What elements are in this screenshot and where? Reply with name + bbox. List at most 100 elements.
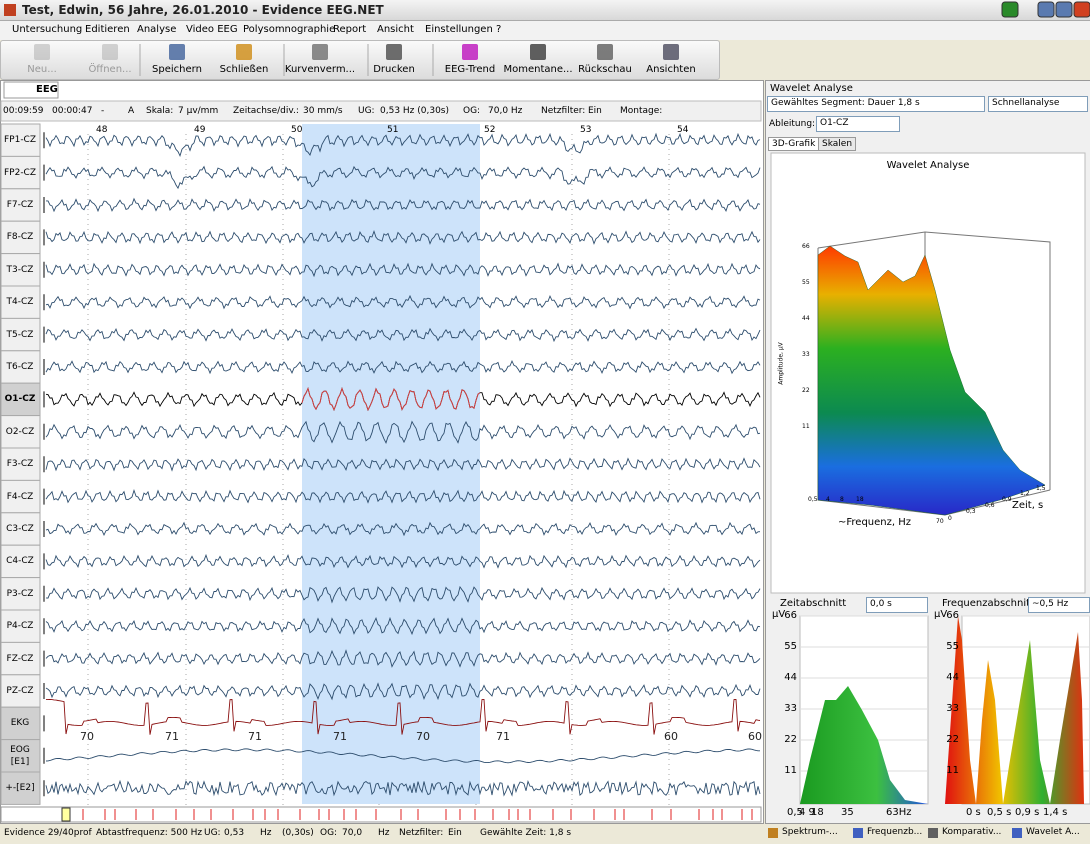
freq-tick: 18	[856, 496, 864, 503]
app-icon	[4, 4, 16, 16]
channel-label[interactable]: EOG [E1]	[10, 744, 30, 767]
eeg-trace	[45, 327, 761, 343]
channel-label-box	[0, 771, 41, 805]
control-item[interactable]: 00:00:47	[52, 106, 93, 116]
channel-label[interactable]: F4-CZ	[6, 491, 34, 502]
toolbar-button[interactable]: Drucken	[373, 64, 415, 75]
channel-label[interactable]: FZ-CZ	[6, 653, 34, 664]
channel-label[interactable]: T6-CZ	[6, 362, 34, 372]
control-item[interactable]: UG:	[358, 106, 375, 116]
channel-label-box	[0, 155, 41, 190]
menu-item[interactable]: Editieren	[85, 24, 130, 35]
channel-label-box	[0, 188, 41, 222]
toolbar-button[interactable]: Öffnen...	[88, 64, 132, 75]
toolbar-icon	[312, 44, 328, 60]
menu-item[interactable]: Untersuchung	[12, 24, 83, 35]
unit-label: µV	[934, 609, 948, 620]
bottom-tab-icon	[1012, 828, 1022, 838]
control-item[interactable]: 7 µv/mm	[178, 106, 219, 116]
section-select[interactable]: ~0,5 Hz	[1028, 597, 1090, 613]
bottom-tab[interactable]: Spektrum-...	[782, 827, 838, 837]
toolbar-button[interactable]: Neu...	[27, 64, 57, 75]
mode-select[interactable]: Schnellanalyse	[988, 96, 1088, 112]
control-item: 00:09:59	[3, 106, 44, 116]
heart-rate: 70	[416, 730, 430, 743]
tab-label: EEG	[36, 84, 58, 95]
panel-tab[interactable]: 3D-Grafik	[768, 137, 820, 151]
menu-item[interactable]: Report	[333, 24, 367, 35]
eeg-trace-selected	[301, 387, 481, 412]
channel-label[interactable]: C3-CZ	[6, 524, 34, 534]
menu-item[interactable]: Video EEG	[186, 24, 238, 35]
eeg-trace	[45, 262, 761, 278]
eeg-trace	[45, 682, 761, 701]
channel-label[interactable]: O2-CZ	[5, 426, 35, 437]
control-item[interactable]: A	[128, 106, 135, 116]
bottom-tab[interactable]: Wavelet A...	[1026, 827, 1080, 837]
menu-item[interactable]: ?	[496, 24, 502, 35]
menu-item[interactable]: Ansicht	[377, 24, 414, 35]
toolbar-button[interactable]: EEG-Trend	[444, 64, 496, 75]
toolbar-button[interactable]: Momentane...	[503, 64, 573, 75]
menu-item[interactable]: Einstellungen	[425, 24, 493, 35]
channel-label[interactable]: T4-CZ	[6, 297, 34, 308]
toolbar-button[interactable]: Kurvenverm...	[284, 64, 356, 75]
control-item[interactable]: 0,53 Hz (0,30s)	[380, 106, 450, 116]
channel-label[interactable]: FP2-CZ	[3, 167, 37, 178]
eeg-trace	[45, 165, 761, 190]
y-tick: 22	[946, 734, 959, 745]
channel-label[interactable]: O1-CZ	[4, 394, 36, 405]
control-item[interactable]: -	[101, 106, 105, 116]
section-select[interactable]: 0,0 s	[866, 597, 928, 613]
control-item[interactable]: OG:	[463, 106, 481, 116]
toolbar-button[interactable]: Rückschau	[578, 64, 632, 75]
control-item[interactable]: 70,0 Hz	[488, 106, 523, 116]
toolbar-icon	[462, 44, 478, 60]
channel-label[interactable]: +-[E2]	[5, 783, 35, 794]
amplitude-curve	[945, 616, 1084, 804]
channel-label[interactable]: FP1-CZ	[3, 135, 37, 146]
menu-item[interactable]: Analyse	[137, 24, 177, 35]
status-item: Ein	[448, 828, 462, 838]
bottom-tab-icon	[928, 828, 938, 838]
bottom-tab[interactable]: Frequenzb...	[867, 827, 923, 837]
second-label: 51	[387, 125, 399, 135]
channel-label[interactable]: EKG	[10, 718, 30, 729]
channel-label[interactable]: P4-CZ	[6, 621, 34, 632]
toolbar-button[interactable]: Schließen	[219, 64, 269, 75]
channel-label[interactable]: P3-CZ	[6, 588, 34, 599]
control-item[interactable]: Netzfilter:	[541, 106, 586, 116]
panel-tab[interactable]: Skalen	[818, 137, 857, 151]
channel-label[interactable]: T5-CZ	[6, 329, 34, 340]
channel-label[interactable]: F3-CZ	[6, 459, 34, 470]
eeg-trace	[45, 294, 761, 310]
status-item: Gewählte Zeit: 1,8 s	[480, 828, 572, 838]
bottom-tab[interactable]: Komparativ...	[942, 827, 1002, 837]
selection	[302, 124, 480, 804]
toolbar-button[interactable]: Ansichten	[646, 64, 696, 75]
toolbar-button[interactable]: Speichern	[152, 64, 202, 75]
toolbar-icon	[386, 44, 402, 60]
channel-label[interactable]: F7-CZ	[6, 200, 34, 210]
control-item[interactable]: 30 mm/s	[303, 106, 343, 116]
lead-select[interactable]: O1-CZ	[816, 116, 900, 132]
control-item[interactable]: Zeitachse/div.:	[233, 106, 299, 116]
channel-label[interactable]: C4-CZ	[6, 556, 34, 567]
channel-label[interactable]: F8-CZ	[6, 232, 34, 243]
x-tick: 63Hz	[886, 807, 912, 818]
z-tick: 44	[802, 315, 810, 322]
status-item: 70,0	[342, 828, 363, 838]
control-item[interactable]: Ein	[588, 106, 602, 116]
eeg-trace	[45, 585, 761, 604]
status-item: 0,53	[224, 828, 245, 838]
freq-tick: 0,5	[808, 496, 818, 503]
segment-select[interactable]: Gewähltes Segment: Dauer 1,8 s	[767, 96, 985, 112]
menu-item[interactable]: Polysomnographie	[243, 24, 336, 35]
channel-label[interactable]: PZ-CZ	[6, 686, 34, 696]
time-tick: 0,3	[966, 508, 976, 515]
control-item[interactable]: Skala:	[146, 106, 174, 116]
eeg-trace	[45, 521, 761, 537]
channel-label[interactable]: T3-CZ	[6, 264, 34, 275]
control-item[interactable]: Montage:	[620, 106, 663, 116]
heart-rate: 71	[248, 730, 262, 743]
